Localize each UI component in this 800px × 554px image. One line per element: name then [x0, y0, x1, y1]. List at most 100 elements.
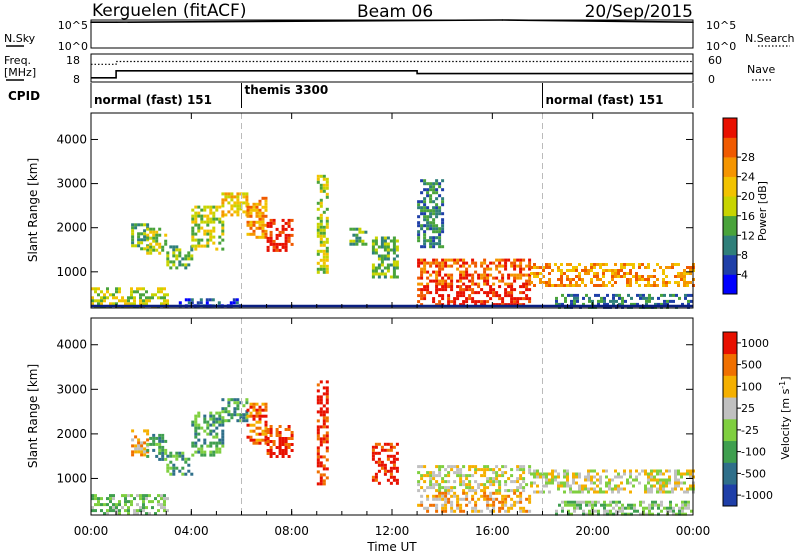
- range-cell: [516, 276, 520, 280]
- range-cell: [684, 512, 687, 516]
- range-cell: [181, 466, 185, 470]
- range-cell: [221, 192, 225, 196]
- range-cell: [560, 272, 563, 275]
- range-cell: [569, 487, 572, 491]
- range-cell: [519, 474, 523, 478]
- range-cell: [615, 305, 618, 309]
- range-cell: [423, 242, 427, 246]
- range-cell: [364, 230, 368, 234]
- range-cell: [438, 245, 442, 249]
- range-cell: [203, 414, 207, 418]
- range-cell: [593, 481, 596, 485]
- range-cell: [453, 258, 457, 262]
- range-cell: [641, 263, 644, 266]
- range-cell: [319, 258, 323, 262]
- range-cell: [325, 246, 329, 250]
- range-cell: [471, 506, 475, 510]
- range-cell: [395, 442, 399, 446]
- range-cell: [200, 453, 204, 457]
- range-cell: [435, 191, 439, 195]
- range-cell: [275, 242, 279, 246]
- range-cell: [212, 414, 216, 418]
- range-cell: [519, 285, 523, 289]
- range-cell: [127, 302, 130, 306]
- range-cell: [377, 272, 381, 276]
- date-title: 20/Sep/2015: [585, 2, 693, 22]
- range-cell: [474, 509, 478, 513]
- range-cell: [178, 454, 182, 458]
- range-cell: [573, 299, 576, 303]
- range-cell: [441, 218, 445, 222]
- range-cell: [558, 302, 561, 306]
- range-cell: [100, 503, 103, 507]
- range-cell: [459, 468, 463, 472]
- range-cell: [548, 490, 551, 494]
- range-cell: [480, 273, 484, 277]
- range-cell: [533, 490, 536, 494]
- range-cell: [417, 230, 421, 234]
- range-cell: [429, 261, 433, 265]
- range-cell: [486, 300, 490, 304]
- range-cell: [677, 275, 680, 278]
- range-cell: [441, 506, 445, 510]
- range-cell: [570, 512, 573, 516]
- range-cell: [630, 305, 633, 309]
- range-cell: [495, 258, 499, 262]
- range-cell: [352, 242, 356, 246]
- range-cell: [539, 490, 542, 494]
- range-cell: [545, 266, 548, 269]
- range-cell: [191, 444, 195, 448]
- range-cell: [212, 429, 216, 433]
- range-cell: [316, 395, 320, 399]
- range-cell: [151, 296, 154, 300]
- range-cell: [462, 489, 466, 493]
- range-cell: [569, 284, 572, 287]
- range-cell: [686, 469, 689, 473]
- range-cell: [504, 261, 508, 265]
- range-cell: [602, 490, 605, 494]
- range-cell: [191, 244, 195, 248]
- range-cell: [525, 294, 529, 298]
- range-cell: [319, 437, 323, 441]
- range-cell: [255, 402, 259, 406]
- range-cell: [545, 481, 548, 485]
- range-cell: [459, 258, 463, 262]
- range-cell: [489, 503, 493, 507]
- y-tick-label: 4000: [56, 132, 87, 146]
- range-cell: [618, 500, 621, 504]
- range-cell: [498, 285, 502, 289]
- range-cell: [322, 410, 326, 414]
- range-cell: [516, 258, 520, 262]
- range-cell: [115, 290, 118, 294]
- range-cell: [423, 288, 427, 292]
- range-cell: [504, 294, 508, 298]
- range-cell: [242, 419, 246, 423]
- range-cell: [316, 461, 320, 465]
- range-cell: [432, 494, 436, 498]
- range-cell: [319, 476, 323, 480]
- range-cell: [423, 203, 427, 207]
- range-cell: [278, 434, 282, 437]
- range-cell: [255, 441, 259, 445]
- range-cell: [246, 220, 250, 224]
- range-cell: [603, 296, 606, 300]
- range-cell: [371, 248, 375, 252]
- range-cell: [118, 287, 121, 291]
- range-cell: [513, 261, 517, 265]
- range-cell: [149, 230, 153, 234]
- range-cell: [218, 241, 222, 245]
- range-cell: [599, 475, 602, 479]
- range-cell: [197, 423, 201, 427]
- range-cell: [227, 195, 231, 199]
- range-cell: [322, 261, 326, 265]
- range-cell: [465, 497, 469, 501]
- range-cell: [206, 214, 210, 218]
- range-cell: [249, 214, 253, 218]
- range-cell: [432, 230, 436, 234]
- range-cell: [121, 296, 124, 300]
- range-cell: [258, 214, 262, 218]
- range-cell: [441, 494, 445, 498]
- range-cell: [94, 494, 97, 498]
- range-cell: [316, 455, 320, 459]
- range-cell: [374, 472, 378, 476]
